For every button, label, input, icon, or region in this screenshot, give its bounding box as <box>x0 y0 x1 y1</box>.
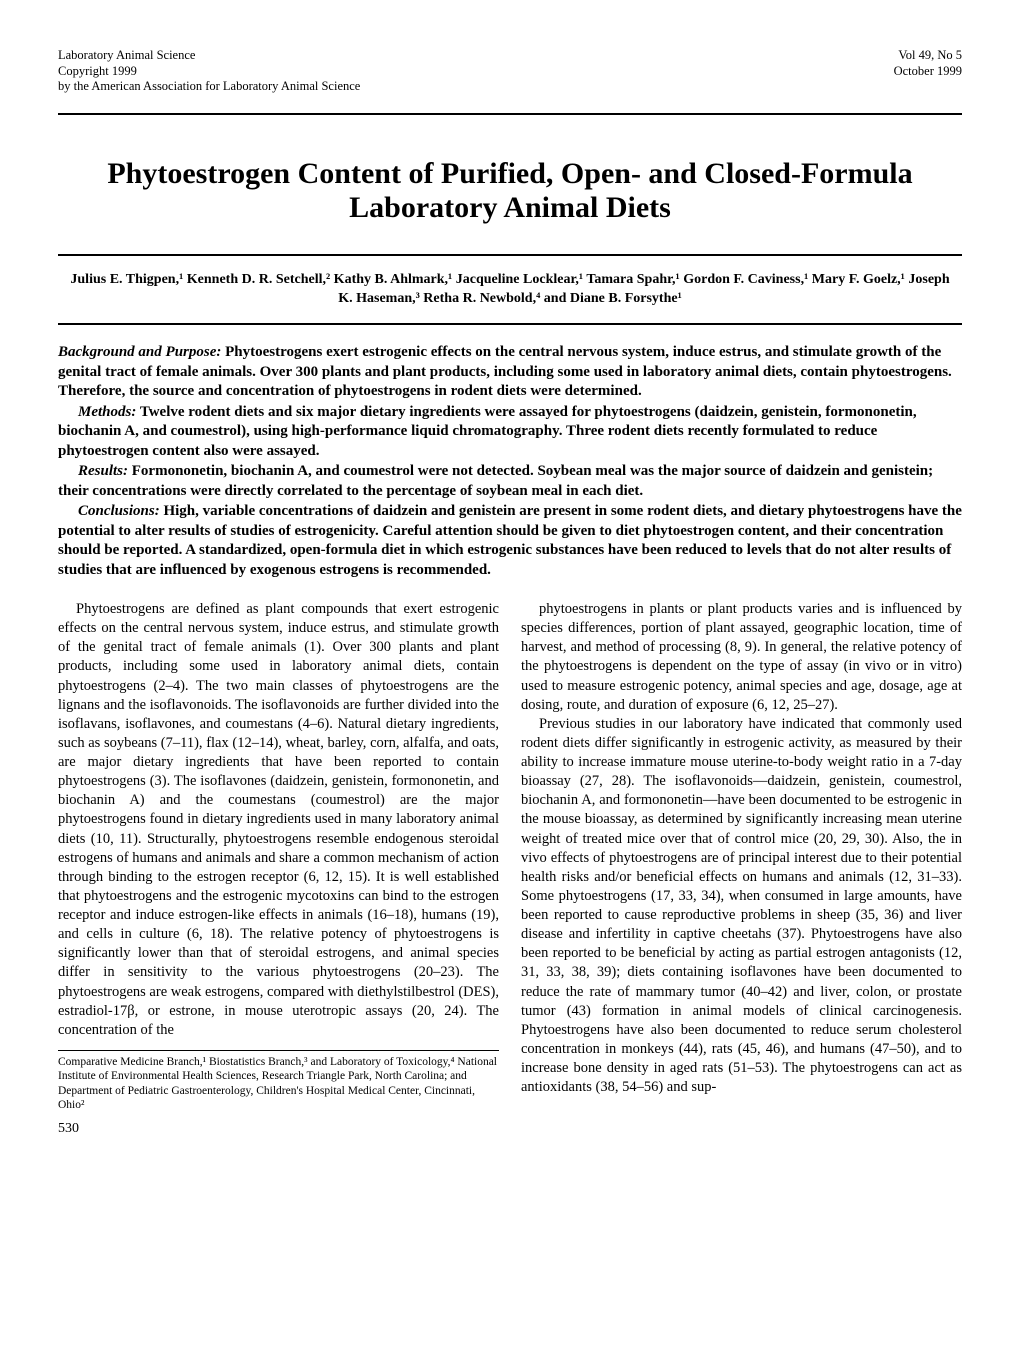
volume-issue: Vol 49, No 5 <box>894 48 962 64</box>
journal-name: Laboratory Animal Science <box>58 48 360 64</box>
author-list: Julius E. Thigpen,¹ Kenneth D. R. Setche… <box>58 270 962 309</box>
publisher-line: by the American Association for Laborato… <box>58 79 360 95</box>
copyright-line: Copyright 1999 <box>58 64 360 80</box>
body-para-2: Previous studies in our laboratory have … <box>521 715 962 1098</box>
header-right: Vol 49, No 5 October 1999 <box>894 48 962 95</box>
abstract-results-label: Results: <box>78 463 128 479</box>
body-para-1b: phytoestrogens in plants or plant produc… <box>521 600 962 715</box>
author-rule-top <box>58 254 962 256</box>
page-number: 530 <box>58 1120 962 1139</box>
article-title: Phytoestrogen Content of Purified, Open-… <box>58 157 962 226</box>
abstract-block: Background and Purpose: Phytoestrogens e… <box>58 343 962 580</box>
pub-date: October 1999 <box>894 64 962 80</box>
author-rule-bottom <box>58 323 962 325</box>
footnote-block: Comparative Medicine Branch,¹ Biostatist… <box>58 1050 499 1113</box>
abstract-results-text: Formononetin, biochanin A, and coumestro… <box>58 463 933 499</box>
header-divider <box>58 113 962 115</box>
abstract-conclusions-text: High, variable concentrations of daidzei… <box>58 503 962 578</box>
abstract-background-label: Background and Purpose: <box>58 344 221 360</box>
abstract-methods-text: Twelve rodent diets and six major dietar… <box>58 404 917 459</box>
affiliation-footnote: Comparative Medicine Branch,¹ Biostatist… <box>58 1055 499 1113</box>
header-left: Laboratory Animal Science Copyright 1999… <box>58 48 360 95</box>
body-para-1: Phytoestrogens are defined as plant comp… <box>58 600 499 1040</box>
abstract-methods-label: Methods: <box>78 404 136 420</box>
body-text: Phytoestrogens are defined as plant comp… <box>58 600 962 1112</box>
running-header: Laboratory Animal Science Copyright 1999… <box>58 48 962 95</box>
abstract-conclusions-label: Conclusions: <box>78 503 160 519</box>
footnote-divider <box>58 1050 499 1051</box>
